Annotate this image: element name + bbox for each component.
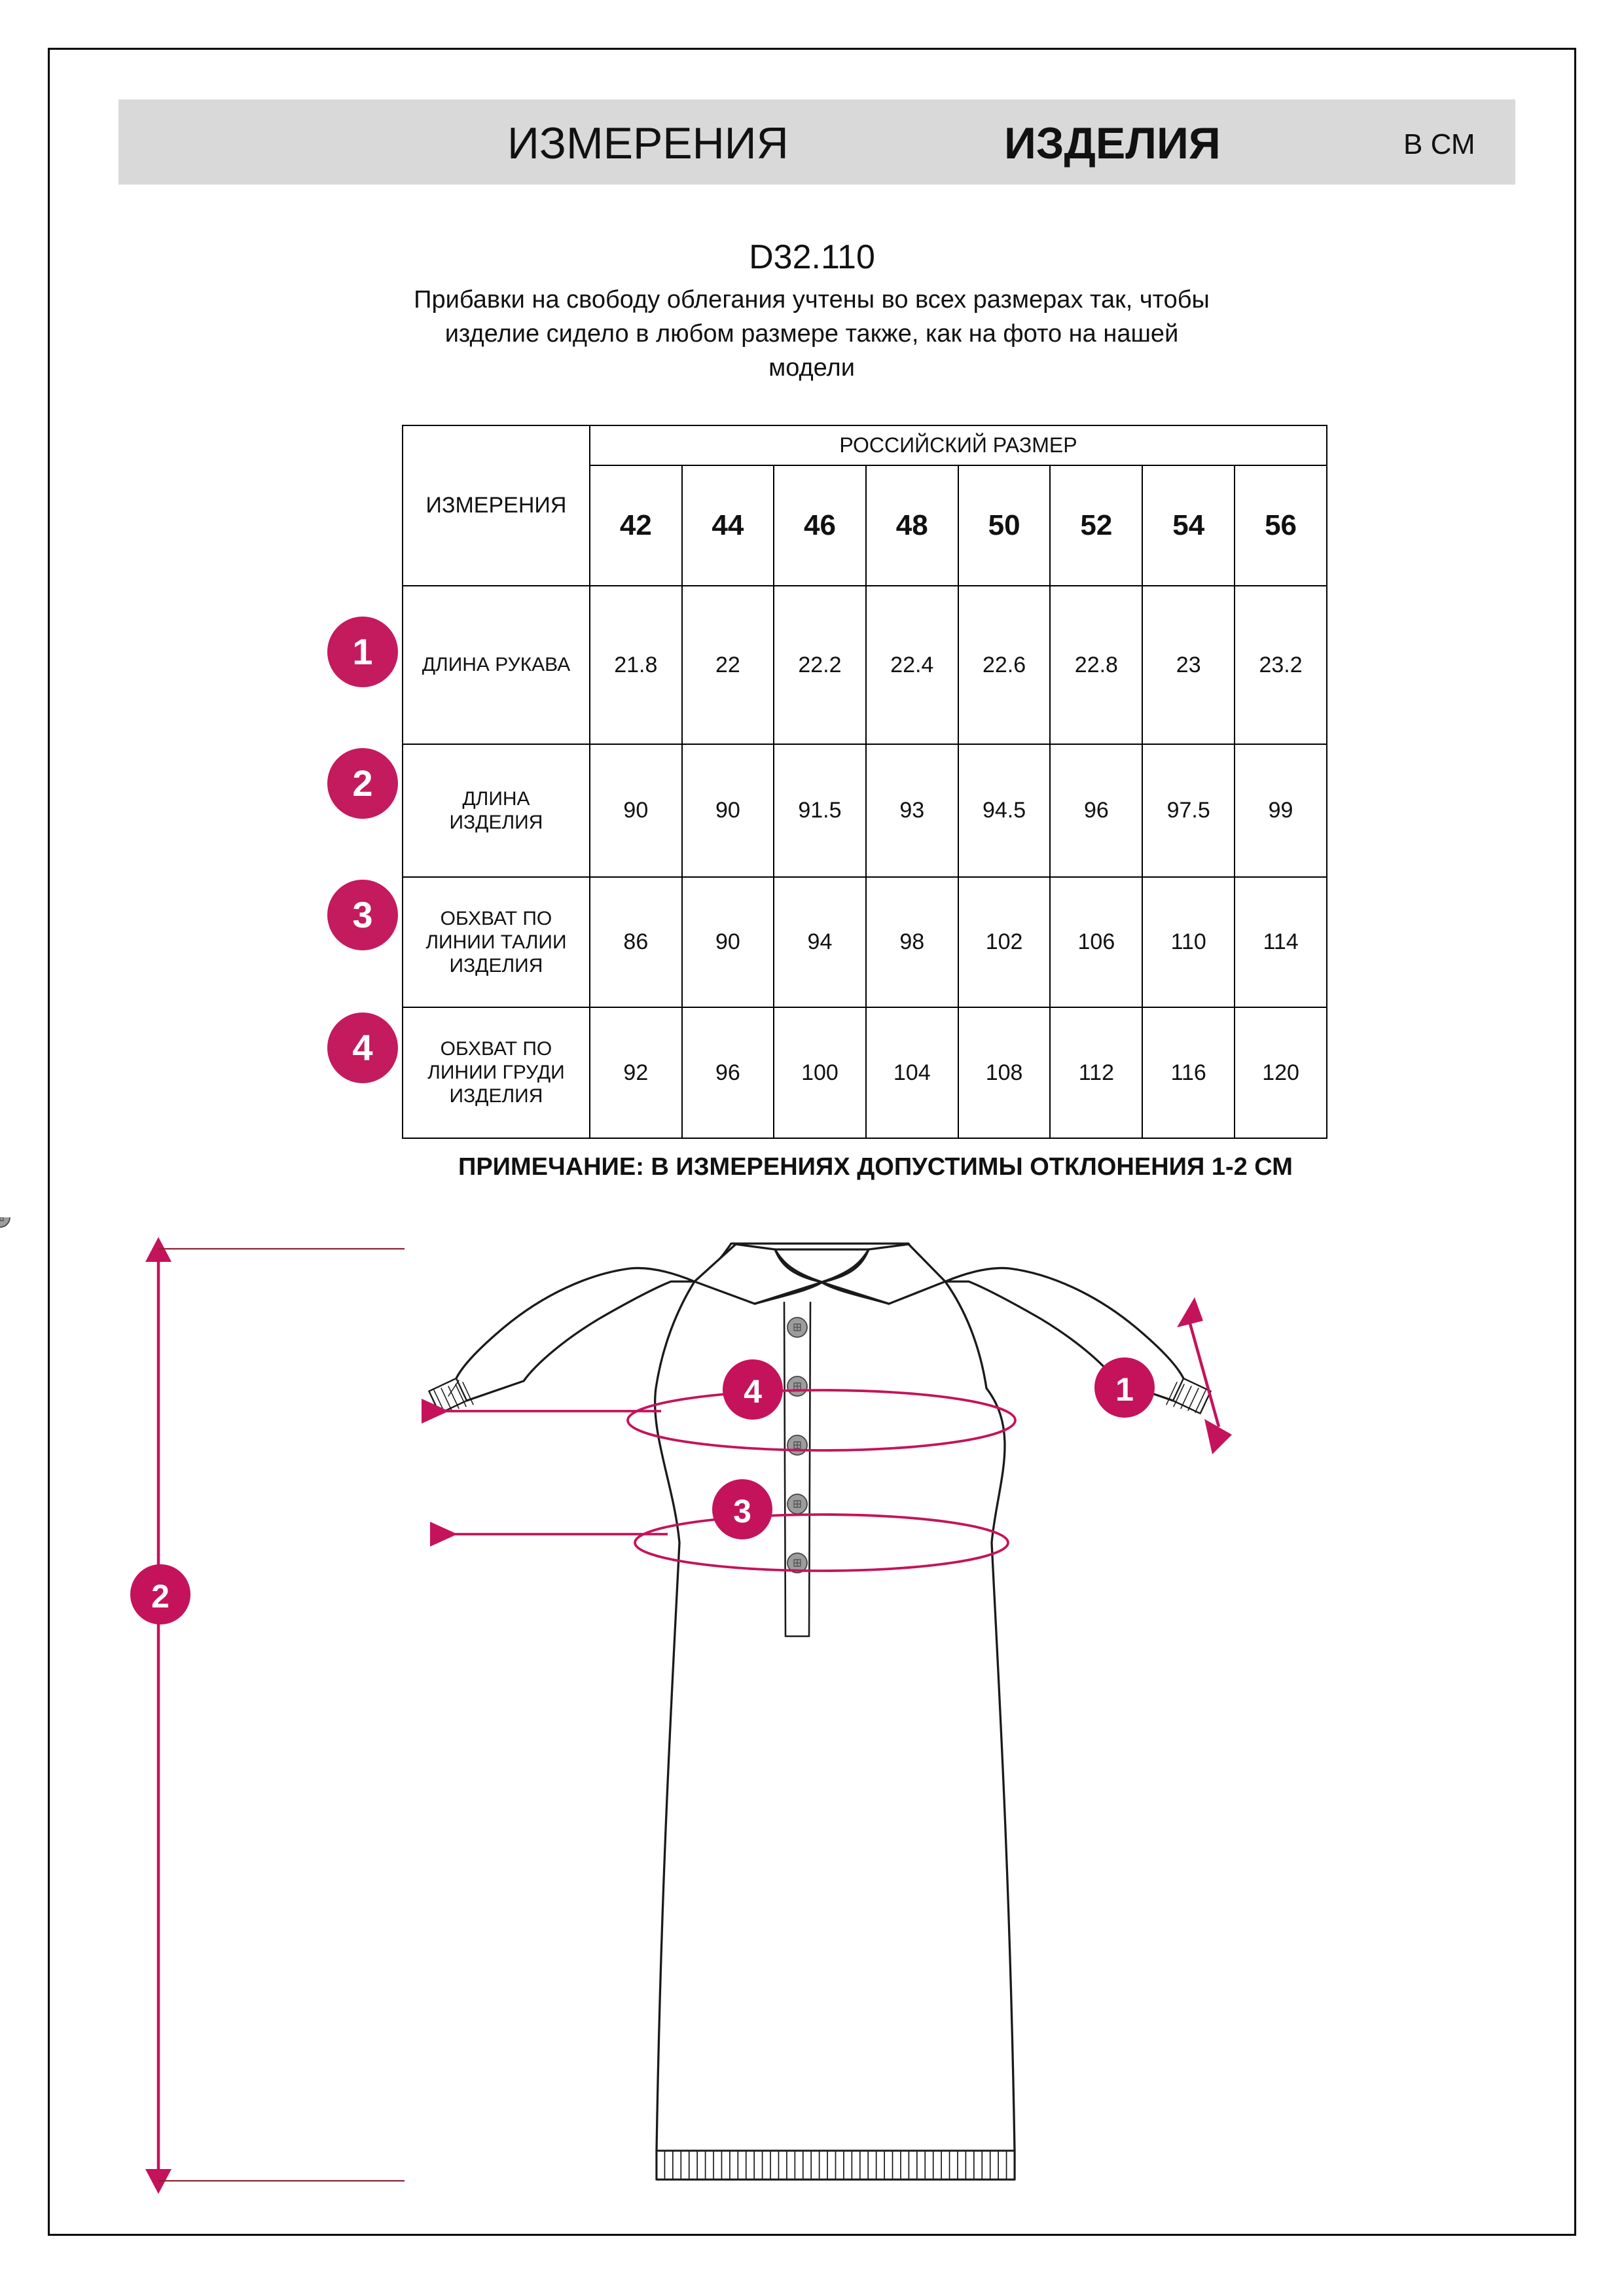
svg-text:1: 1 [1115,1371,1134,1408]
svg-text:3: 3 [733,1493,751,1530]
svg-text:4: 4 [744,1373,762,1410]
svg-text:2: 2 [151,1578,170,1615]
